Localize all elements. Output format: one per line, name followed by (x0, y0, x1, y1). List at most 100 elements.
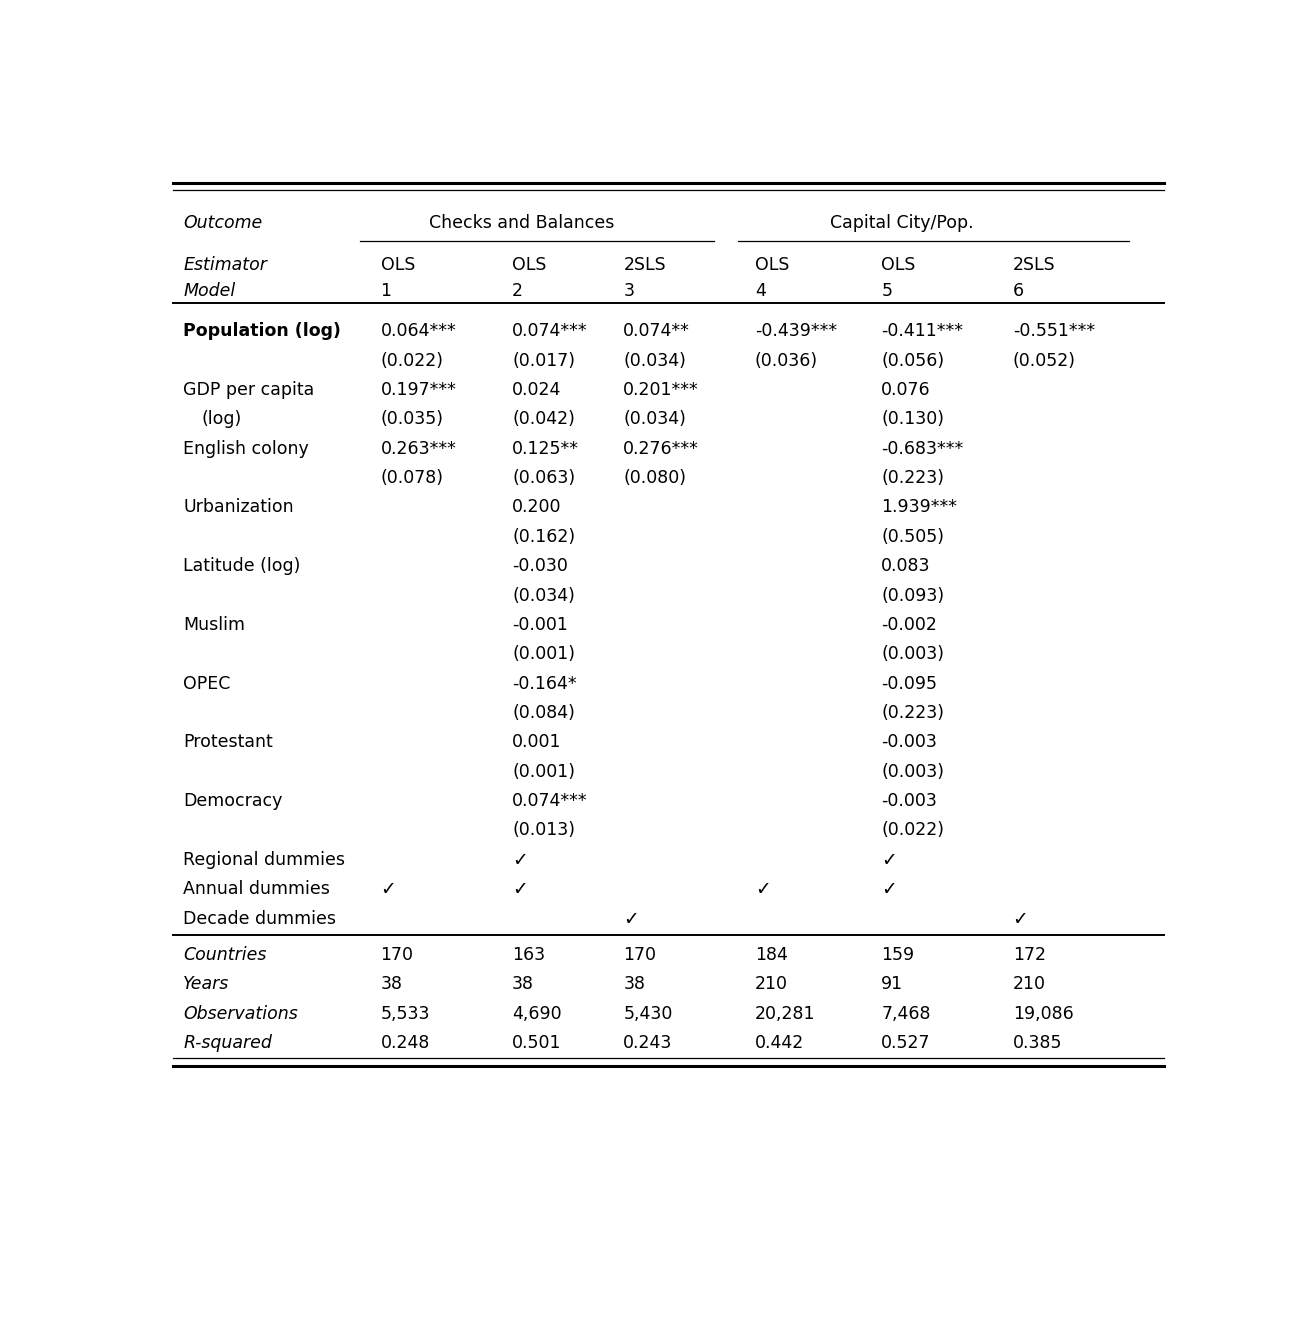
Text: 172: 172 (1013, 946, 1045, 965)
Text: 5,533: 5,533 (381, 1005, 431, 1022)
Text: OLS: OLS (512, 257, 547, 274)
Text: 210: 210 (754, 975, 788, 994)
Text: Countries: Countries (183, 946, 266, 965)
Text: 0.001: 0.001 (512, 733, 561, 752)
Text: Latitude (log): Latitude (log) (183, 557, 300, 575)
Text: (0.080): (0.080) (624, 470, 686, 487)
Text: ✓: ✓ (624, 910, 639, 929)
Text: -0.095: -0.095 (881, 674, 937, 693)
Text: 2: 2 (512, 282, 523, 300)
Text: (0.034): (0.034) (624, 352, 686, 369)
Text: 1.939***: 1.939*** (881, 499, 957, 516)
Text: 4,690: 4,690 (512, 1005, 561, 1022)
Text: -0.003: -0.003 (881, 733, 937, 752)
Text: 0.276***: 0.276*** (624, 440, 699, 458)
Text: 4: 4 (754, 282, 766, 300)
Text: (0.003): (0.003) (881, 763, 945, 781)
Text: (0.042): (0.042) (512, 411, 576, 428)
Text: Years: Years (183, 975, 230, 994)
Text: -0.030: -0.030 (512, 557, 568, 575)
Text: 91: 91 (881, 975, 903, 994)
Text: (0.013): (0.013) (512, 822, 576, 839)
Text: ✓: ✓ (512, 851, 527, 870)
Text: 2SLS: 2SLS (1013, 257, 1056, 274)
Text: 2SLS: 2SLS (624, 257, 666, 274)
Text: (0.223): (0.223) (881, 470, 945, 487)
Text: 19,086: 19,086 (1013, 1005, 1074, 1022)
Text: Capital City/Pop.: Capital City/Pop. (830, 214, 974, 231)
Text: Democracy: Democracy (183, 792, 283, 809)
Text: -0.002: -0.002 (881, 615, 937, 634)
Text: 20,281: 20,281 (754, 1005, 816, 1022)
Text: 159: 159 (881, 946, 915, 965)
Text: OLS: OLS (881, 257, 916, 274)
Text: -0.001: -0.001 (512, 615, 568, 634)
Text: (0.130): (0.130) (881, 411, 945, 428)
Text: (0.001): (0.001) (512, 763, 576, 781)
Text: 0.442: 0.442 (754, 1034, 804, 1052)
Text: -0.551***: -0.551*** (1013, 322, 1095, 340)
Text: (0.505): (0.505) (881, 529, 945, 546)
Text: -0.439***: -0.439*** (754, 322, 837, 340)
Text: 0.074***: 0.074*** (512, 322, 587, 340)
Text: Regional dummies: Regional dummies (183, 851, 346, 868)
Text: 3: 3 (624, 282, 634, 300)
Text: Population (log): Population (log) (183, 322, 341, 340)
Text: 163: 163 (512, 946, 545, 965)
Text: -0.683***: -0.683*** (881, 440, 963, 458)
Text: (0.063): (0.063) (512, 470, 576, 487)
Text: 0.200: 0.200 (512, 499, 561, 516)
Text: 0.074**: 0.074** (624, 322, 690, 340)
Text: 184: 184 (754, 946, 788, 965)
Text: ✓: ✓ (1013, 910, 1028, 929)
Text: Urbanization: Urbanization (183, 499, 294, 516)
Text: OLS: OLS (754, 257, 790, 274)
Text: (log): (log) (201, 411, 241, 428)
Text: 7,468: 7,468 (881, 1005, 930, 1022)
Text: ✓: ✓ (381, 880, 397, 899)
Text: 5: 5 (881, 282, 893, 300)
Text: (0.084): (0.084) (512, 704, 576, 723)
Text: 0.125**: 0.125** (512, 440, 579, 458)
Text: 0.083: 0.083 (881, 557, 930, 575)
Text: ✓: ✓ (881, 851, 897, 870)
Text: 170: 170 (624, 946, 656, 965)
Text: (0.162): (0.162) (512, 529, 576, 546)
Text: 0.201***: 0.201*** (624, 381, 699, 399)
Text: (0.056): (0.056) (881, 352, 945, 369)
Text: (0.022): (0.022) (381, 352, 444, 369)
Text: 5,430: 5,430 (624, 1005, 672, 1022)
Text: (0.022): (0.022) (881, 822, 945, 839)
Text: Protestant: Protestant (183, 733, 273, 752)
Text: -0.411***: -0.411*** (881, 322, 963, 340)
Text: (0.017): (0.017) (512, 352, 576, 369)
Text: Decade dummies: Decade dummies (183, 910, 337, 927)
Text: 0.064***: 0.064*** (381, 322, 457, 340)
Text: Model: Model (183, 282, 236, 300)
Text: 0.074***: 0.074*** (512, 792, 587, 809)
Text: OPEC: OPEC (183, 674, 231, 693)
Text: (0.035): (0.035) (381, 411, 444, 428)
Text: -0.164*: -0.164* (512, 674, 577, 693)
Text: 0.024: 0.024 (512, 381, 561, 399)
Text: ✓: ✓ (881, 880, 897, 899)
Text: (0.034): (0.034) (624, 411, 686, 428)
Text: Muslim: Muslim (183, 615, 245, 634)
Text: 0.385: 0.385 (1013, 1034, 1062, 1052)
Text: Observations: Observations (183, 1005, 298, 1022)
Text: Estimator: Estimator (183, 257, 268, 274)
Text: (0.052): (0.052) (1013, 352, 1075, 369)
Text: (0.078): (0.078) (381, 470, 444, 487)
Text: 210: 210 (1013, 975, 1045, 994)
Text: ✓: ✓ (754, 880, 770, 899)
Text: 0.243: 0.243 (624, 1034, 672, 1052)
Text: 0.527: 0.527 (881, 1034, 930, 1052)
Text: Checks and Balances: Checks and Balances (429, 214, 615, 231)
Text: 6: 6 (1013, 282, 1024, 300)
Text: Outcome: Outcome (183, 214, 262, 231)
Text: 1: 1 (381, 282, 392, 300)
Text: ✓: ✓ (512, 880, 527, 899)
Text: 38: 38 (624, 975, 645, 994)
Text: R-squared: R-squared (183, 1034, 273, 1052)
Text: 38: 38 (512, 975, 534, 994)
